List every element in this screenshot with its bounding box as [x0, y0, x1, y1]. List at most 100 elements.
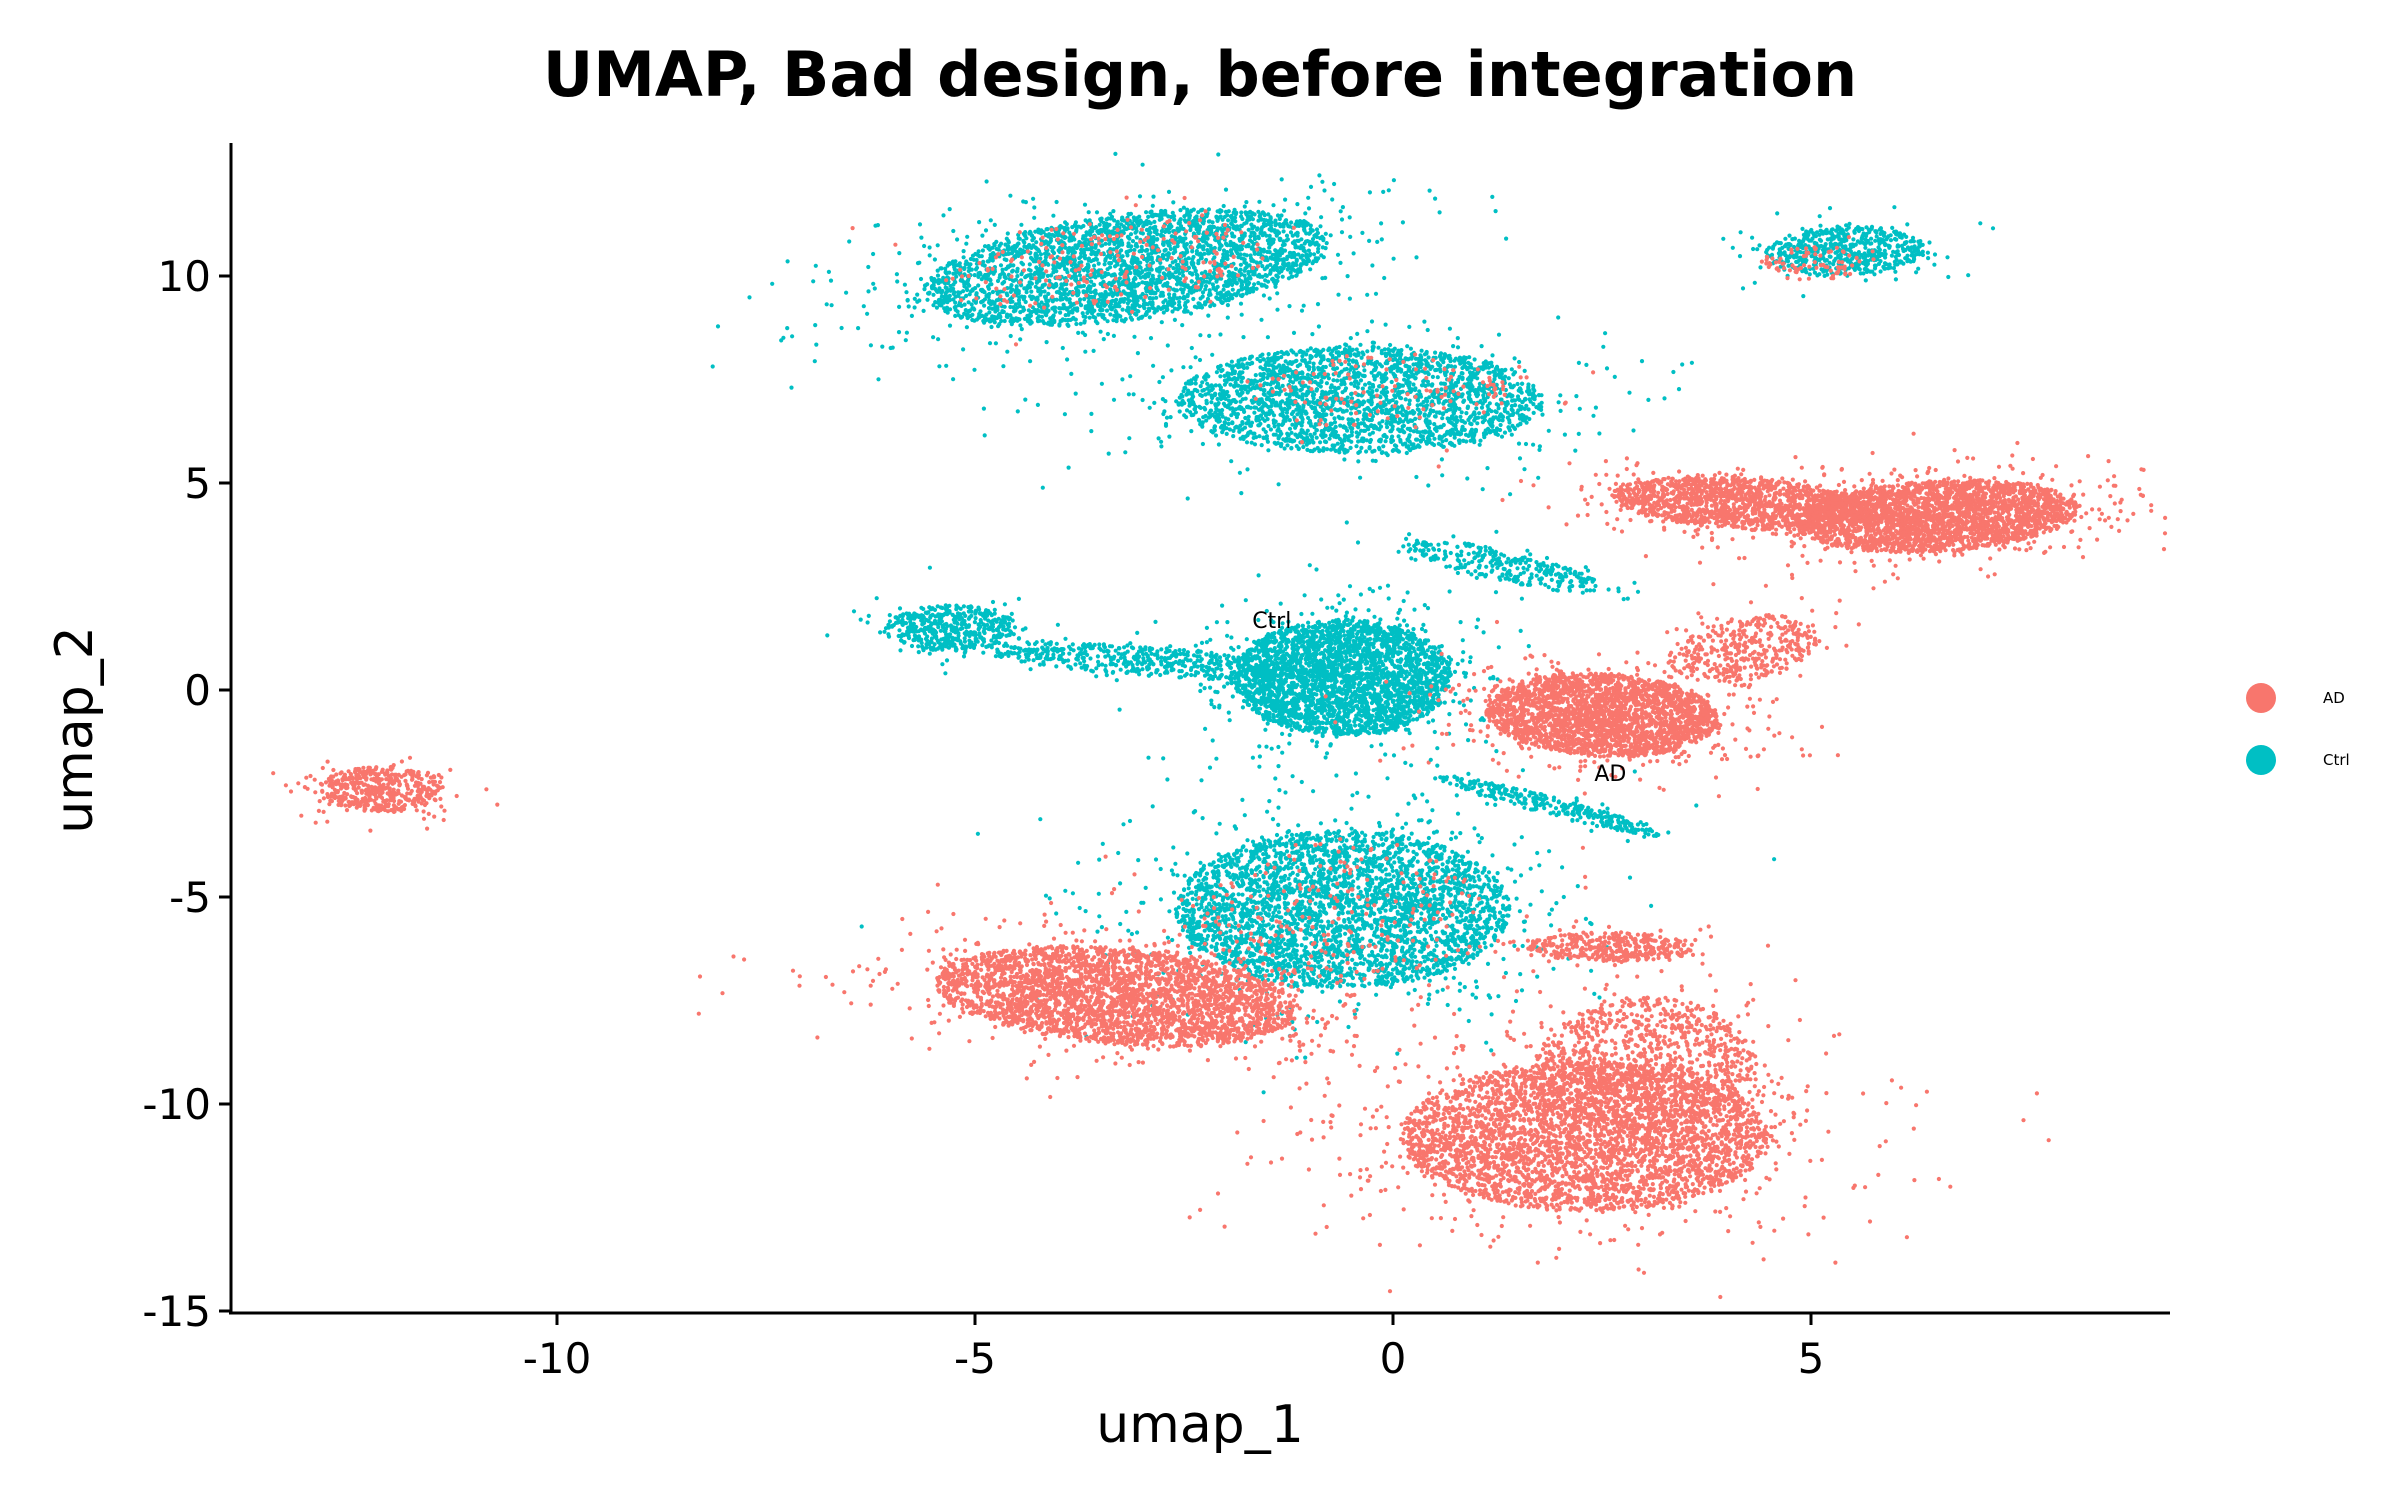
point [1391, 178, 1396, 183]
point [1229, 274, 1235, 279]
point [1203, 287, 1208, 292]
point [1388, 342, 1393, 348]
point [876, 377, 881, 382]
point [1358, 475, 1363, 480]
point [1023, 200, 1028, 205]
point [1199, 253, 1204, 258]
point [1036, 247, 1041, 252]
point [1169, 368, 1174, 373]
point [1365, 329, 1370, 334]
point [1218, 208, 1223, 213]
point [1038, 231, 1044, 236]
point [1017, 236, 1022, 241]
point [329, 791, 334, 796]
point [373, 766, 379, 771]
point [382, 807, 387, 813]
point [1202, 274, 1207, 279]
point [328, 798, 333, 803]
point [1214, 370, 1219, 375]
point [1321, 446, 1326, 451]
point [321, 796, 326, 801]
point [1143, 301, 1148, 306]
point [1225, 227, 1230, 232]
point [379, 769, 384, 775]
point [1040, 283, 1045, 288]
point [1083, 314, 1088, 320]
point [1306, 248, 1311, 253]
point [953, 259, 958, 264]
point [1306, 258, 1311, 263]
point [1252, 410, 1257, 415]
point [1000, 281, 1005, 286]
point [1147, 405, 1152, 410]
point [1170, 309, 1175, 314]
point [1127, 286, 1133, 291]
point [1257, 274, 1263, 279]
point [1419, 348, 1424, 353]
point [1084, 280, 1089, 285]
point [1576, 360, 1581, 365]
point [1219, 259, 1225, 264]
point [1150, 273, 1155, 278]
point [770, 281, 775, 286]
point [1166, 267, 1171, 272]
point [1107, 222, 1112, 227]
point [906, 304, 911, 309]
point [1284, 233, 1290, 238]
point [1111, 333, 1116, 338]
point [1191, 265, 1197, 270]
point [1317, 173, 1322, 178]
point [381, 782, 386, 787]
point [1174, 282, 1180, 287]
point [951, 377, 956, 382]
point [1057, 323, 1062, 328]
point [1138, 218, 1143, 223]
point [406, 797, 411, 802]
point [1008, 333, 1013, 339]
point [1160, 275, 1165, 280]
point [1287, 304, 1292, 309]
point [1201, 260, 1206, 265]
point [1005, 231, 1010, 236]
point [385, 770, 390, 776]
point [1074, 300, 1079, 305]
point [1362, 407, 1367, 412]
point [1487, 401, 1492, 406]
point [1268, 223, 1273, 228]
point [1451, 344, 1456, 349]
point [320, 788, 325, 794]
point [1477, 442, 1482, 447]
point [1455, 345, 1461, 350]
point [1002, 298, 1007, 303]
point [1379, 221, 1384, 226]
point [861, 304, 866, 309]
point [1229, 295, 1234, 300]
point [343, 795, 348, 800]
point [1017, 295, 1022, 300]
point [1017, 230, 1022, 235]
point [982, 263, 987, 268]
point [1335, 252, 1341, 257]
point [1244, 253, 1249, 258]
point [1119, 269, 1125, 274]
point [391, 809, 396, 815]
point [361, 765, 366, 770]
point [1003, 276, 1009, 281]
point [1024, 287, 1029, 292]
point [1144, 289, 1149, 294]
point [1098, 329, 1103, 334]
point [1173, 236, 1179, 241]
point [1270, 228, 1275, 233]
point [814, 342, 819, 347]
point [1267, 296, 1272, 301]
point [1109, 214, 1115, 219]
point [1111, 209, 1116, 214]
point [1194, 251, 1199, 256]
point [1001, 272, 1007, 277]
point [1066, 465, 1071, 470]
point [1123, 450, 1128, 455]
point [937, 303, 943, 308]
point [1115, 313, 1120, 318]
point [363, 788, 368, 793]
point [1297, 269, 1302, 274]
